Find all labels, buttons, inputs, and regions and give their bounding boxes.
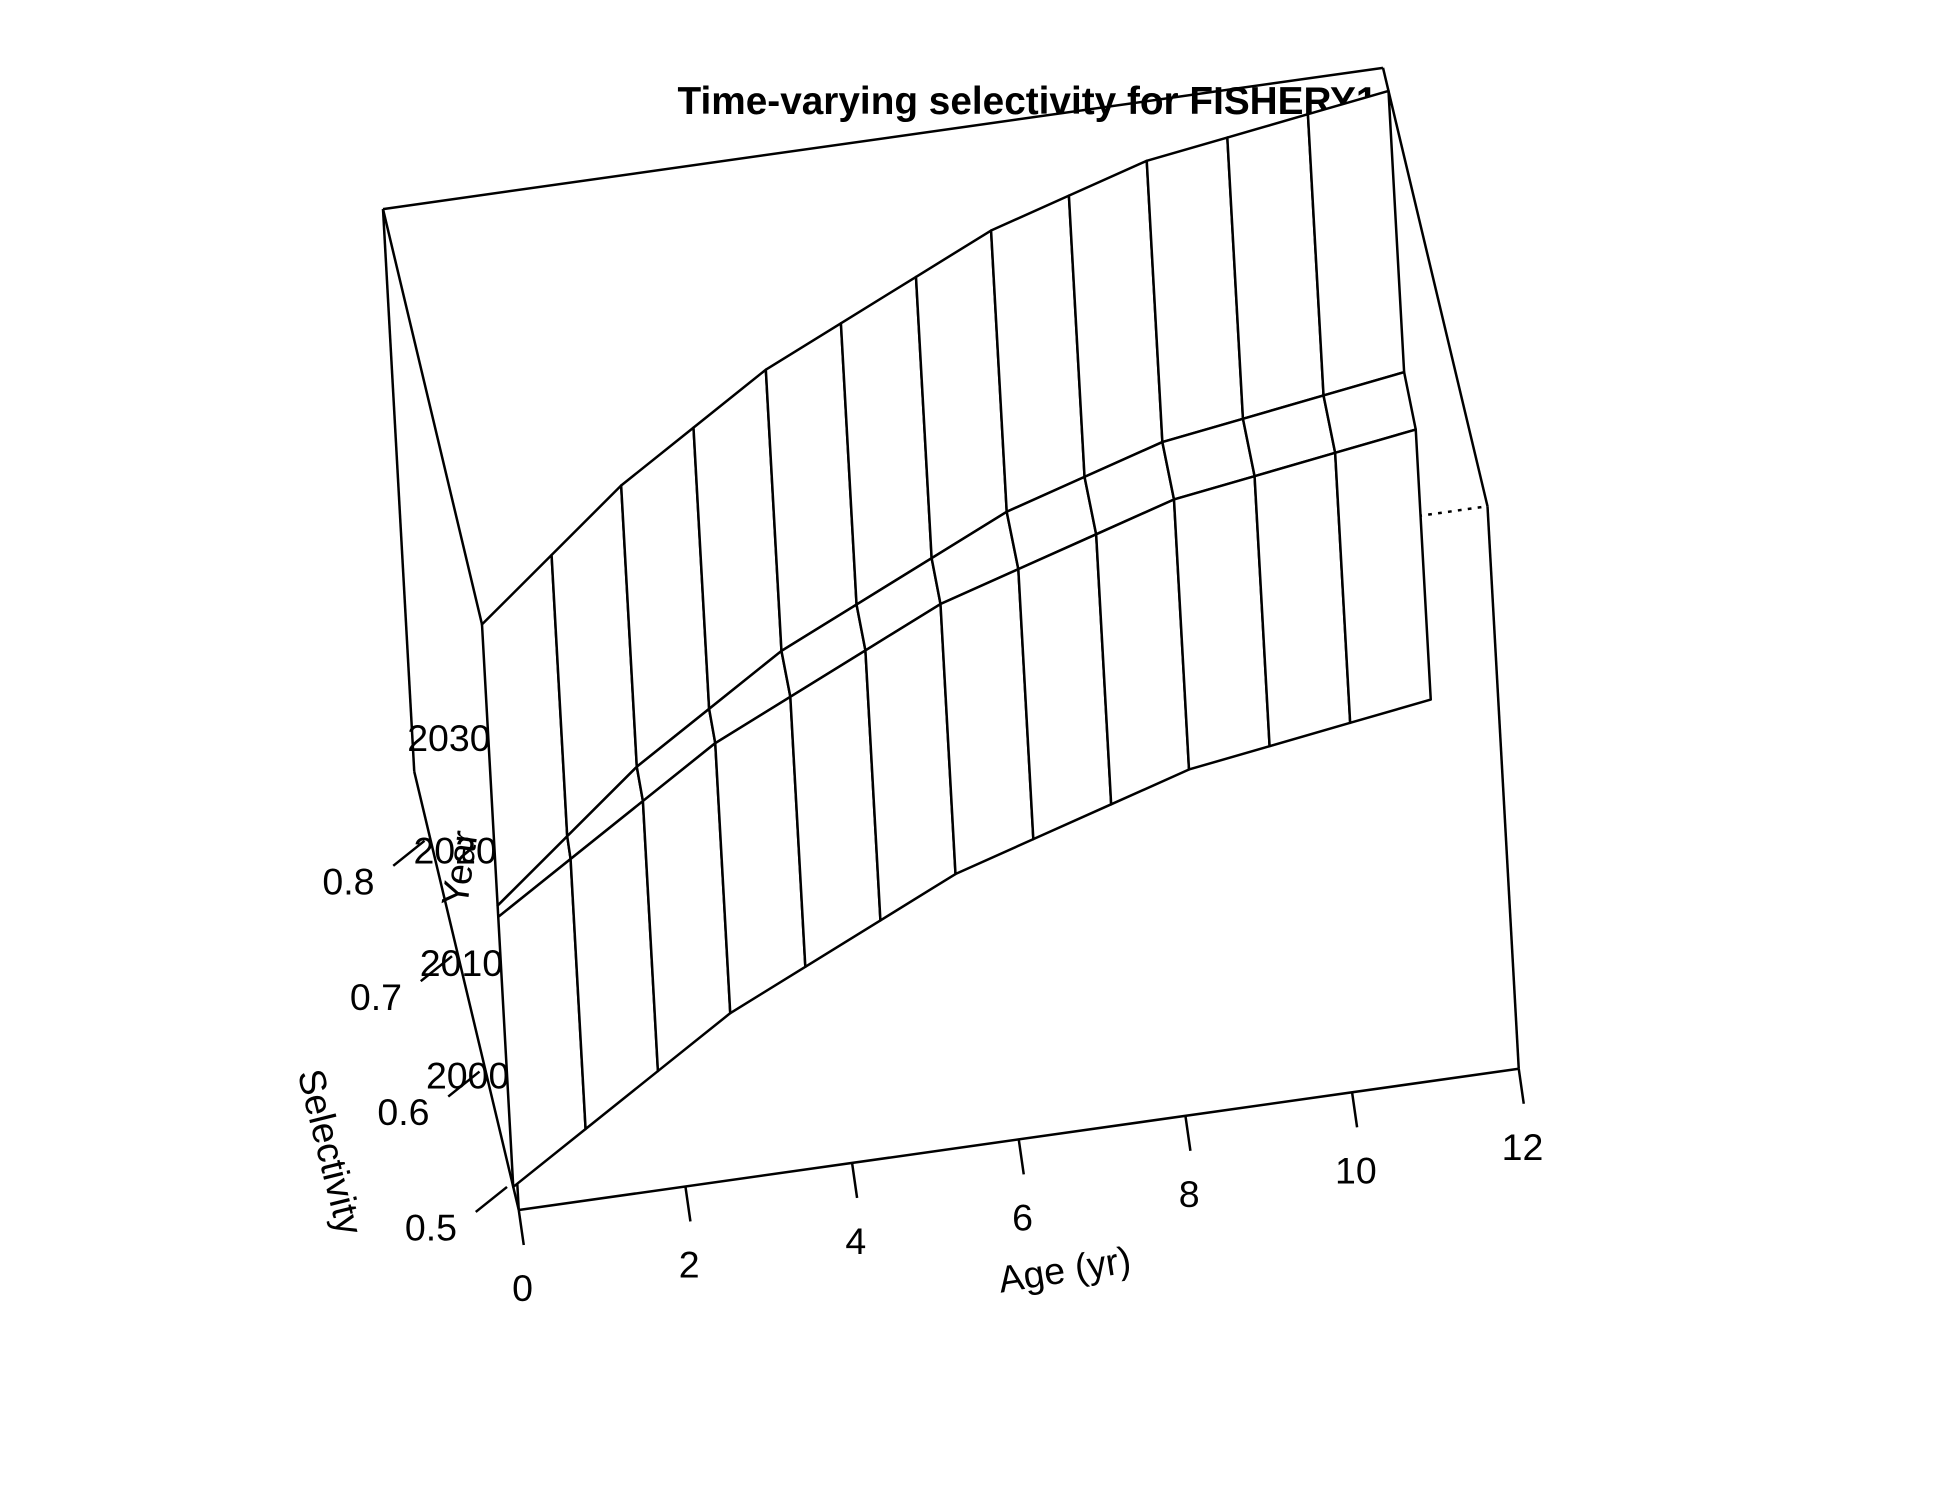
surface-cell xyxy=(1094,498,1191,806)
z-tick-label: 0.6 xyxy=(377,1091,429,1133)
surface-cell xyxy=(1253,451,1352,748)
x-tick-label: 4 xyxy=(845,1220,866,1262)
surface-cell xyxy=(1333,428,1432,725)
x-tick xyxy=(684,1186,692,1222)
box-edge xyxy=(1381,67,1489,507)
box-edge xyxy=(382,66,1384,211)
surface-cell xyxy=(1306,89,1406,397)
surface-cell xyxy=(1145,136,1245,444)
y-tick-label: 2030 xyxy=(407,717,490,759)
x-tick-label: 12 xyxy=(1502,1126,1544,1168)
x-tick-label: 10 xyxy=(1335,1149,1377,1191)
z-tick xyxy=(447,1070,481,1098)
surface-cell xyxy=(939,567,1035,876)
x-tick xyxy=(1517,1068,1525,1104)
x-tick xyxy=(1184,1115,1192,1152)
surface-cell xyxy=(1172,474,1271,771)
x-tick xyxy=(850,1162,859,1199)
z-tick-label: 0.5 xyxy=(405,1207,457,1249)
surface-cell xyxy=(1017,533,1113,841)
y-tick-label: 2000 xyxy=(426,1055,509,1097)
y-tick-label: 2010 xyxy=(420,942,503,984)
x-tick-label: 6 xyxy=(1012,1197,1033,1239)
y-tick-label: 2020 xyxy=(413,830,496,872)
box-edge xyxy=(381,208,489,648)
z-tick xyxy=(392,839,426,867)
chart-title: Time-varying selectivity for FISHERY1 xyxy=(678,80,1378,123)
x-tick-label: 0 xyxy=(512,1267,533,1309)
box-edge xyxy=(381,209,416,772)
x-tick xyxy=(517,1209,525,1246)
x-tick-label: 2 xyxy=(679,1244,700,1286)
box-edge xyxy=(413,771,520,1211)
z-axis-title: Selectivity xyxy=(290,1065,372,1239)
box-edge xyxy=(1486,506,1520,1069)
x-tick xyxy=(1017,1139,1025,1175)
y-axis-title: Year xyxy=(433,828,485,909)
surface-cell xyxy=(1226,112,1325,421)
z-tick xyxy=(474,1185,508,1213)
z-tick xyxy=(419,955,453,983)
z-tick-label: 0.8 xyxy=(322,860,374,902)
x-tick xyxy=(1350,1092,1359,1128)
x-axis-title: Age (yr) xyxy=(995,1238,1133,1300)
x-tick-label: 8 xyxy=(1179,1173,1200,1215)
z-tick-label: 0.7 xyxy=(350,976,402,1018)
